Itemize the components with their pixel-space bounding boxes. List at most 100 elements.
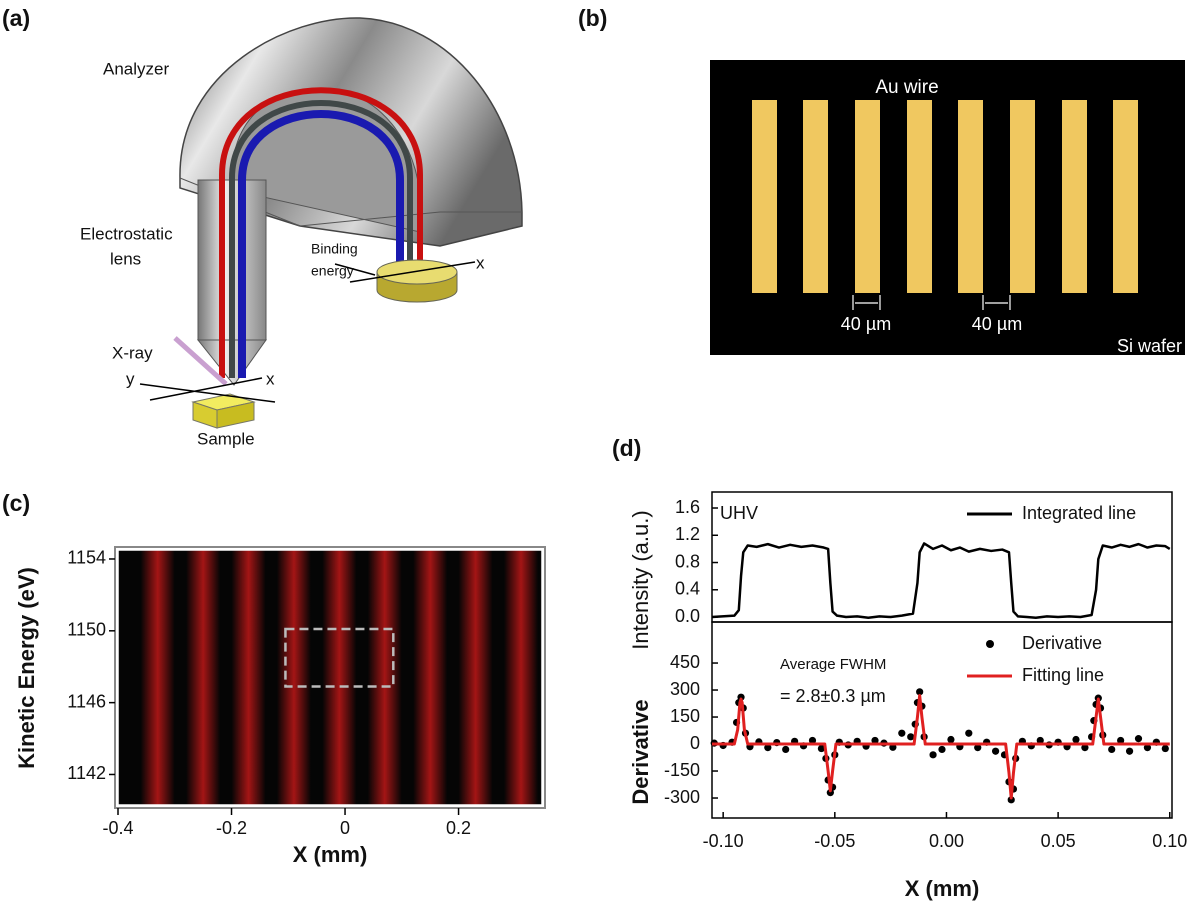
au-wire [855,100,880,293]
data-point [938,745,946,754]
au-wire [1062,100,1087,293]
y-tick-label: 1.2 [675,524,700,544]
intensity-band [140,550,175,805]
plot-frame [114,546,546,809]
au-wire [1010,100,1035,293]
label: 40 µm [841,314,891,334]
x-tick-label: -0.2 [216,818,247,838]
au-wire [1113,100,1138,293]
data-point [916,688,924,696]
wire-diagram [710,60,1185,355]
data-point [737,693,745,701]
label: Electrostatic [80,224,173,243]
analyzer-diagram [139,17,523,429]
label: y [126,369,135,388]
label: Sample [197,429,255,448]
data-point [1134,735,1143,743]
x-tick-label: -0.10 [703,831,744,851]
data-point [1117,736,1125,745]
legend-label: Derivative [1022,633,1102,653]
y-tick-label: 300 [670,679,700,699]
data-point [1007,796,1015,804]
x-tick-label: 0.10 [1152,831,1187,851]
intensity-band [367,550,402,805]
sample-front [216,401,255,429]
beam-grey [229,100,413,378]
panel-label: (b) [578,5,607,31]
y-axis-title: Intensity (a.u.) [628,510,653,649]
legend-label: Fitting line [1022,665,1104,685]
y-axis-title: Kinetic Energy (eV) [14,567,39,769]
panel-label: (c) [2,490,30,516]
panel-label: (d) [612,435,641,461]
data-point [1108,745,1116,754]
label: x [476,253,485,272]
x-tick-label: 0 [340,818,350,838]
x-tick-label: 0.2 [446,818,471,838]
intensity-band [231,550,266,805]
panel-label: (a) [2,5,30,31]
data-line [712,693,1170,800]
data-point [898,729,906,737]
intensity-band [503,550,538,805]
dimension-marker [852,295,1011,310]
data-line [711,542,1171,619]
roi-box [284,627,395,688]
x-axis-title: X (mm) [905,876,980,901]
y-tick-label: 0.4 [675,579,700,599]
data-point [1036,736,1044,745]
xray-beam [173,336,228,386]
data-point [947,735,955,744]
data-point [1072,735,1080,744]
intensity-band [322,550,357,805]
annotation: Average FWHM [780,656,886,673]
y-tick-label: 1150 [67,620,106,640]
x-tick-label: -0.05 [814,831,855,851]
data-point [1161,744,1169,753]
x-tick-label: 0.05 [1041,831,1076,851]
y-tick-label: 0 [690,733,700,753]
data-point [974,744,982,752]
y-tick-label: 1146 [67,691,106,711]
intensity-band [186,550,221,805]
data-point [764,744,772,752]
data-point [907,733,915,741]
label: X-ray [112,343,153,362]
annotation: = 2.8±0.3 µm [780,686,886,706]
data-point [1125,747,1134,755]
label: Au wire [875,77,938,98]
x-tick-label: -0.4 [102,818,133,838]
data-point [965,729,973,737]
data-point [1081,744,1089,752]
legend-label: Integrated line [1022,503,1136,523]
data-point [871,736,879,745]
intensity-band [413,550,448,805]
data-point [808,736,817,745]
plot-frame [117,549,543,806]
intensity-band [276,550,311,805]
label: lens [110,249,141,268]
y-tick-label: 0.8 [675,551,700,571]
intensity-band [458,550,493,805]
data-point [826,789,834,797]
y-tick-label: -300 [664,787,700,807]
si-wafer [710,60,1185,355]
label: x [266,369,275,388]
plot-frame [711,621,1173,819]
au-wire [803,100,828,293]
au-wire [907,100,932,293]
sample-axis [139,383,276,403]
label: Si wafer [1117,336,1182,356]
annotation: UHV [720,503,758,523]
data-point [991,747,1000,755]
label: energy [311,263,354,279]
beam-blue [238,110,404,378]
data-point [782,745,790,754]
beam-red [219,87,423,378]
data-point [929,751,937,759]
label: 40 µm [972,314,1022,334]
y-tick-label: 0.0 [675,606,700,626]
label: Binding [311,241,358,257]
sample-axis [149,377,263,401]
data-point [1143,744,1152,752]
